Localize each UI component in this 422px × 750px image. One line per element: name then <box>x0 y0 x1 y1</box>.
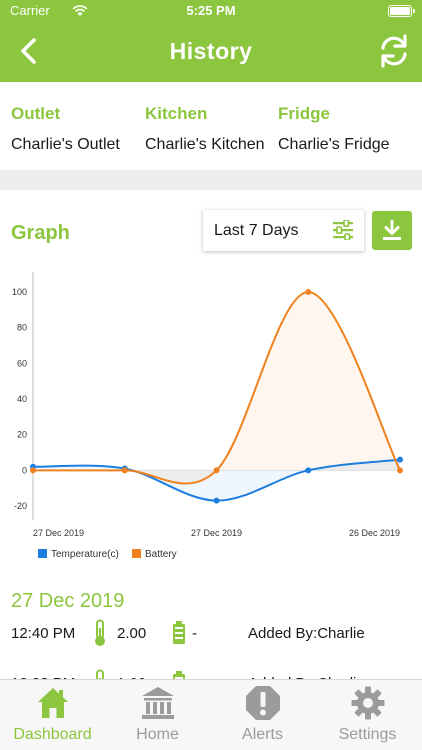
battery-point[interactable] <box>213 467 220 474</box>
nav-bar: History <box>0 22 422 82</box>
back-button[interactable] <box>14 36 44 66</box>
wifi-icon <box>72 5 88 16</box>
download-button[interactable] <box>372 211 412 250</box>
download-icon <box>383 220 401 240</box>
thermometer-icon <box>95 619 105 646</box>
battery-point[interactable] <box>305 289 312 295</box>
battery-line <box>33 290 401 485</box>
battery-icon <box>173 621 185 644</box>
chart-legend: Temperature(c) Battery <box>38 549 177 560</box>
y-tick-label: 60 <box>17 358 27 368</box>
history-row[interactable]: 12:40 PM 2.00 - Added By:Charlie <box>0 615 422 655</box>
date-range-dropdown[interactable]: Last 7 Days <box>203 210 364 251</box>
device-info: Outlet Charlie's Outlet Kitchen Charlie'… <box>0 82 422 170</box>
tab-dashboard[interactable]: Dashboard <box>0 680 105 750</box>
info-value: Charlie's Outlet <box>11 136 120 153</box>
y-tick-label: 0 <box>22 465 27 475</box>
info-value: Charlie's Fridge <box>278 136 390 153</box>
tab-alerts[interactable]: Alerts <box>210 680 315 750</box>
info-value: Charlie's Kitchen <box>145 136 265 153</box>
y-tick-label: 100 <box>12 287 27 297</box>
building-icon <box>142 687 174 719</box>
temperature-point[interactable] <box>305 467 312 474</box>
section-divider <box>0 170 422 190</box>
gear-icon <box>351 686 385 720</box>
info-kitchen: Kitchen Charlie's Kitchen <box>145 104 265 154</box>
legend-temperature: Temperature(c) <box>51 549 119 560</box>
date-range-value: Last 7 Days <box>214 222 299 239</box>
x-tick-label: 26 Dec 2019 <box>349 528 400 538</box>
row-time: 12:40 PM <box>11 625 76 642</box>
battery-point[interactable] <box>30 467 36 474</box>
tab-label: Dashboard <box>13 726 92 743</box>
x-tick-label: 27 Dec 2019 <box>33 528 84 538</box>
status-bar: Carrier 5:25 PM <box>0 0 422 22</box>
tab-label: Settings <box>338 726 397 743</box>
y-tick-label: -20 <box>14 501 27 511</box>
tab-bar: Dashboard Home Alerts Settings <box>0 679 422 750</box>
legend-swatch-battery <box>132 549 141 558</box>
tab-home[interactable]: Home <box>105 680 210 750</box>
row-added-by: Added By:Charlie <box>248 625 365 642</box>
page-title: History <box>169 38 253 64</box>
temperature-point[interactable] <box>397 456 403 463</box>
filter-sliders-icon <box>333 220 353 240</box>
info-label: Outlet <box>11 104 61 123</box>
history-date: 27 Dec 2019 <box>11 590 125 612</box>
legend-swatch-temperature <box>38 549 47 558</box>
info-fridge: Fridge Charlie's Fridge <box>278 104 390 154</box>
tab-label: Alerts <box>242 726 283 743</box>
battery-status-icon <box>388 5 415 17</box>
y-tick-label: 40 <box>17 394 27 404</box>
battery-area <box>33 292 400 484</box>
y-tick-label: 20 <box>17 430 27 440</box>
battery-point[interactable] <box>397 467 403 474</box>
row-temperature: 2.00 <box>117 625 147 642</box>
row-battery: - <box>192 625 197 642</box>
carrier-label: Carrier <box>10 3 50 18</box>
tab-label: Home <box>136 726 179 743</box>
clock: 5:25 PM <box>186 3 236 18</box>
y-tick-label: 80 <box>17 323 27 333</box>
info-label: Kitchen <box>145 104 208 123</box>
info-label: Fridge <box>278 104 330 123</box>
tab-settings[interactable]: Settings <box>315 680 420 750</box>
graph-title: Graph <box>11 222 70 244</box>
x-tick-label: 27 Dec 2019 <box>191 528 242 538</box>
legend-battery: Battery <box>145 549 177 560</box>
history-chart: 100 80 60 40 20 0 -20 27 Dec 2019 27 Dec 2019 26… <box>12 272 403 560</box>
alert-octagon-icon <box>246 686 280 720</box>
refresh-button[interactable] <box>378 34 410 68</box>
temperature-point[interactable] <box>213 497 220 504</box>
house-icon <box>38 688 68 718</box>
battery-point[interactable] <box>121 467 128 474</box>
info-outlet: Outlet Charlie's Outlet <box>11 104 120 154</box>
